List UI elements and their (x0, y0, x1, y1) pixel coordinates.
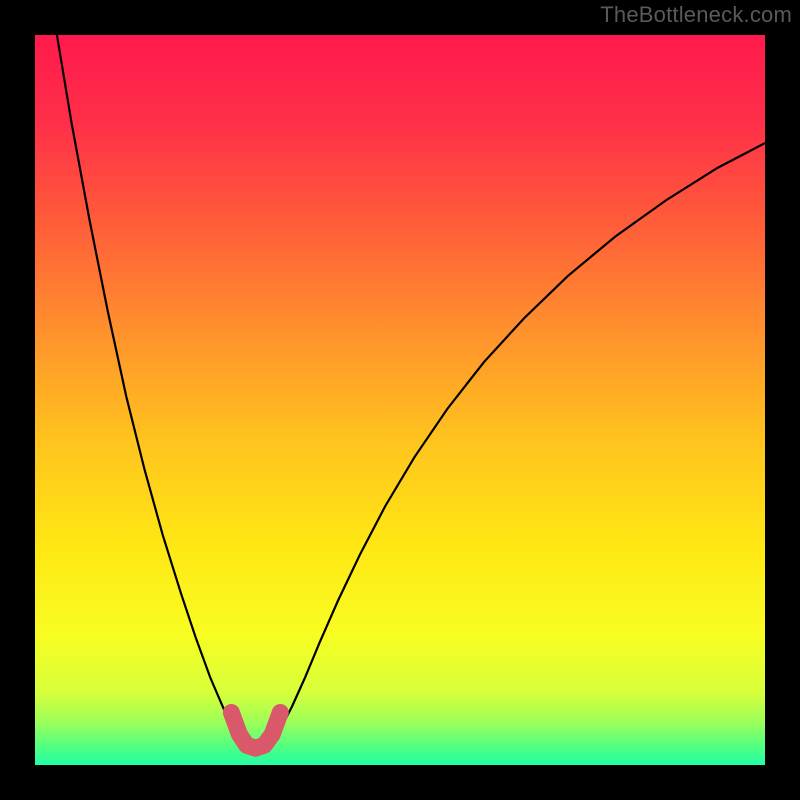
bottom-u-marker (231, 712, 280, 748)
chart-frame: TheBottleneck.com (0, 0, 800, 800)
plot-area (35, 35, 765, 765)
chart-svg (35, 35, 765, 765)
bottleneck-curve (57, 35, 765, 750)
